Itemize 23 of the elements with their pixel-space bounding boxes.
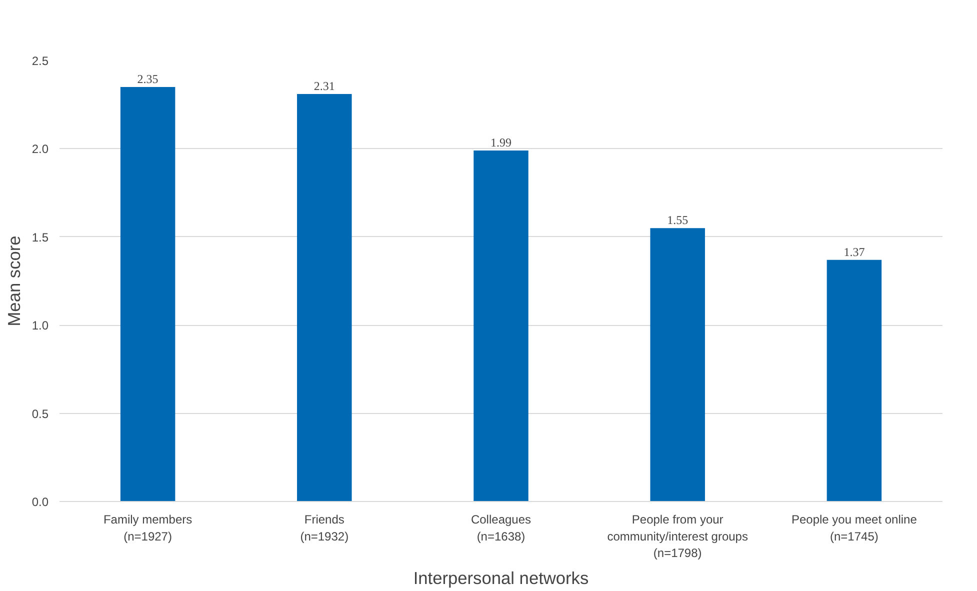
- y-tick-label: 1.5: [32, 230, 49, 244]
- x-tick-label: Family members (n=1927): [103, 512, 192, 544]
- y-axis-title: Mean score: [4, 236, 24, 326]
- y-tick-label: 1.0: [32, 318, 49, 333]
- bar: [297, 94, 352, 502]
- x-tick-label: Friends (n=1932): [300, 512, 349, 544]
- x-axis-title: Interpersonal networks: [413, 568, 589, 588]
- x-tick-label: People from your community/interest groups (n=1798): [607, 512, 748, 560]
- data-label: 1.99: [490, 135, 512, 150]
- data-label: 2.31: [314, 79, 335, 94]
- bar: [120, 86, 176, 502]
- bar: [826, 260, 882, 502]
- x-tick-label: Colleagues (n=1638): [470, 512, 532, 544]
- y-tick-label: 0.0: [32, 495, 49, 509]
- bar: [650, 228, 705, 502]
- y-tick-label: 0.5: [32, 406, 49, 421]
- data-label: 2.35: [137, 72, 158, 86]
- x-tick-label: People you meet online (n=1745): [791, 512, 918, 544]
- data-label: 1.37: [844, 244, 865, 259]
- bar: [474, 150, 528, 502]
- y-tick-label: 2.0: [32, 142, 49, 156]
- y-tick-label: 2.5: [32, 54, 49, 68]
- data-label: 1.55: [667, 213, 688, 228]
